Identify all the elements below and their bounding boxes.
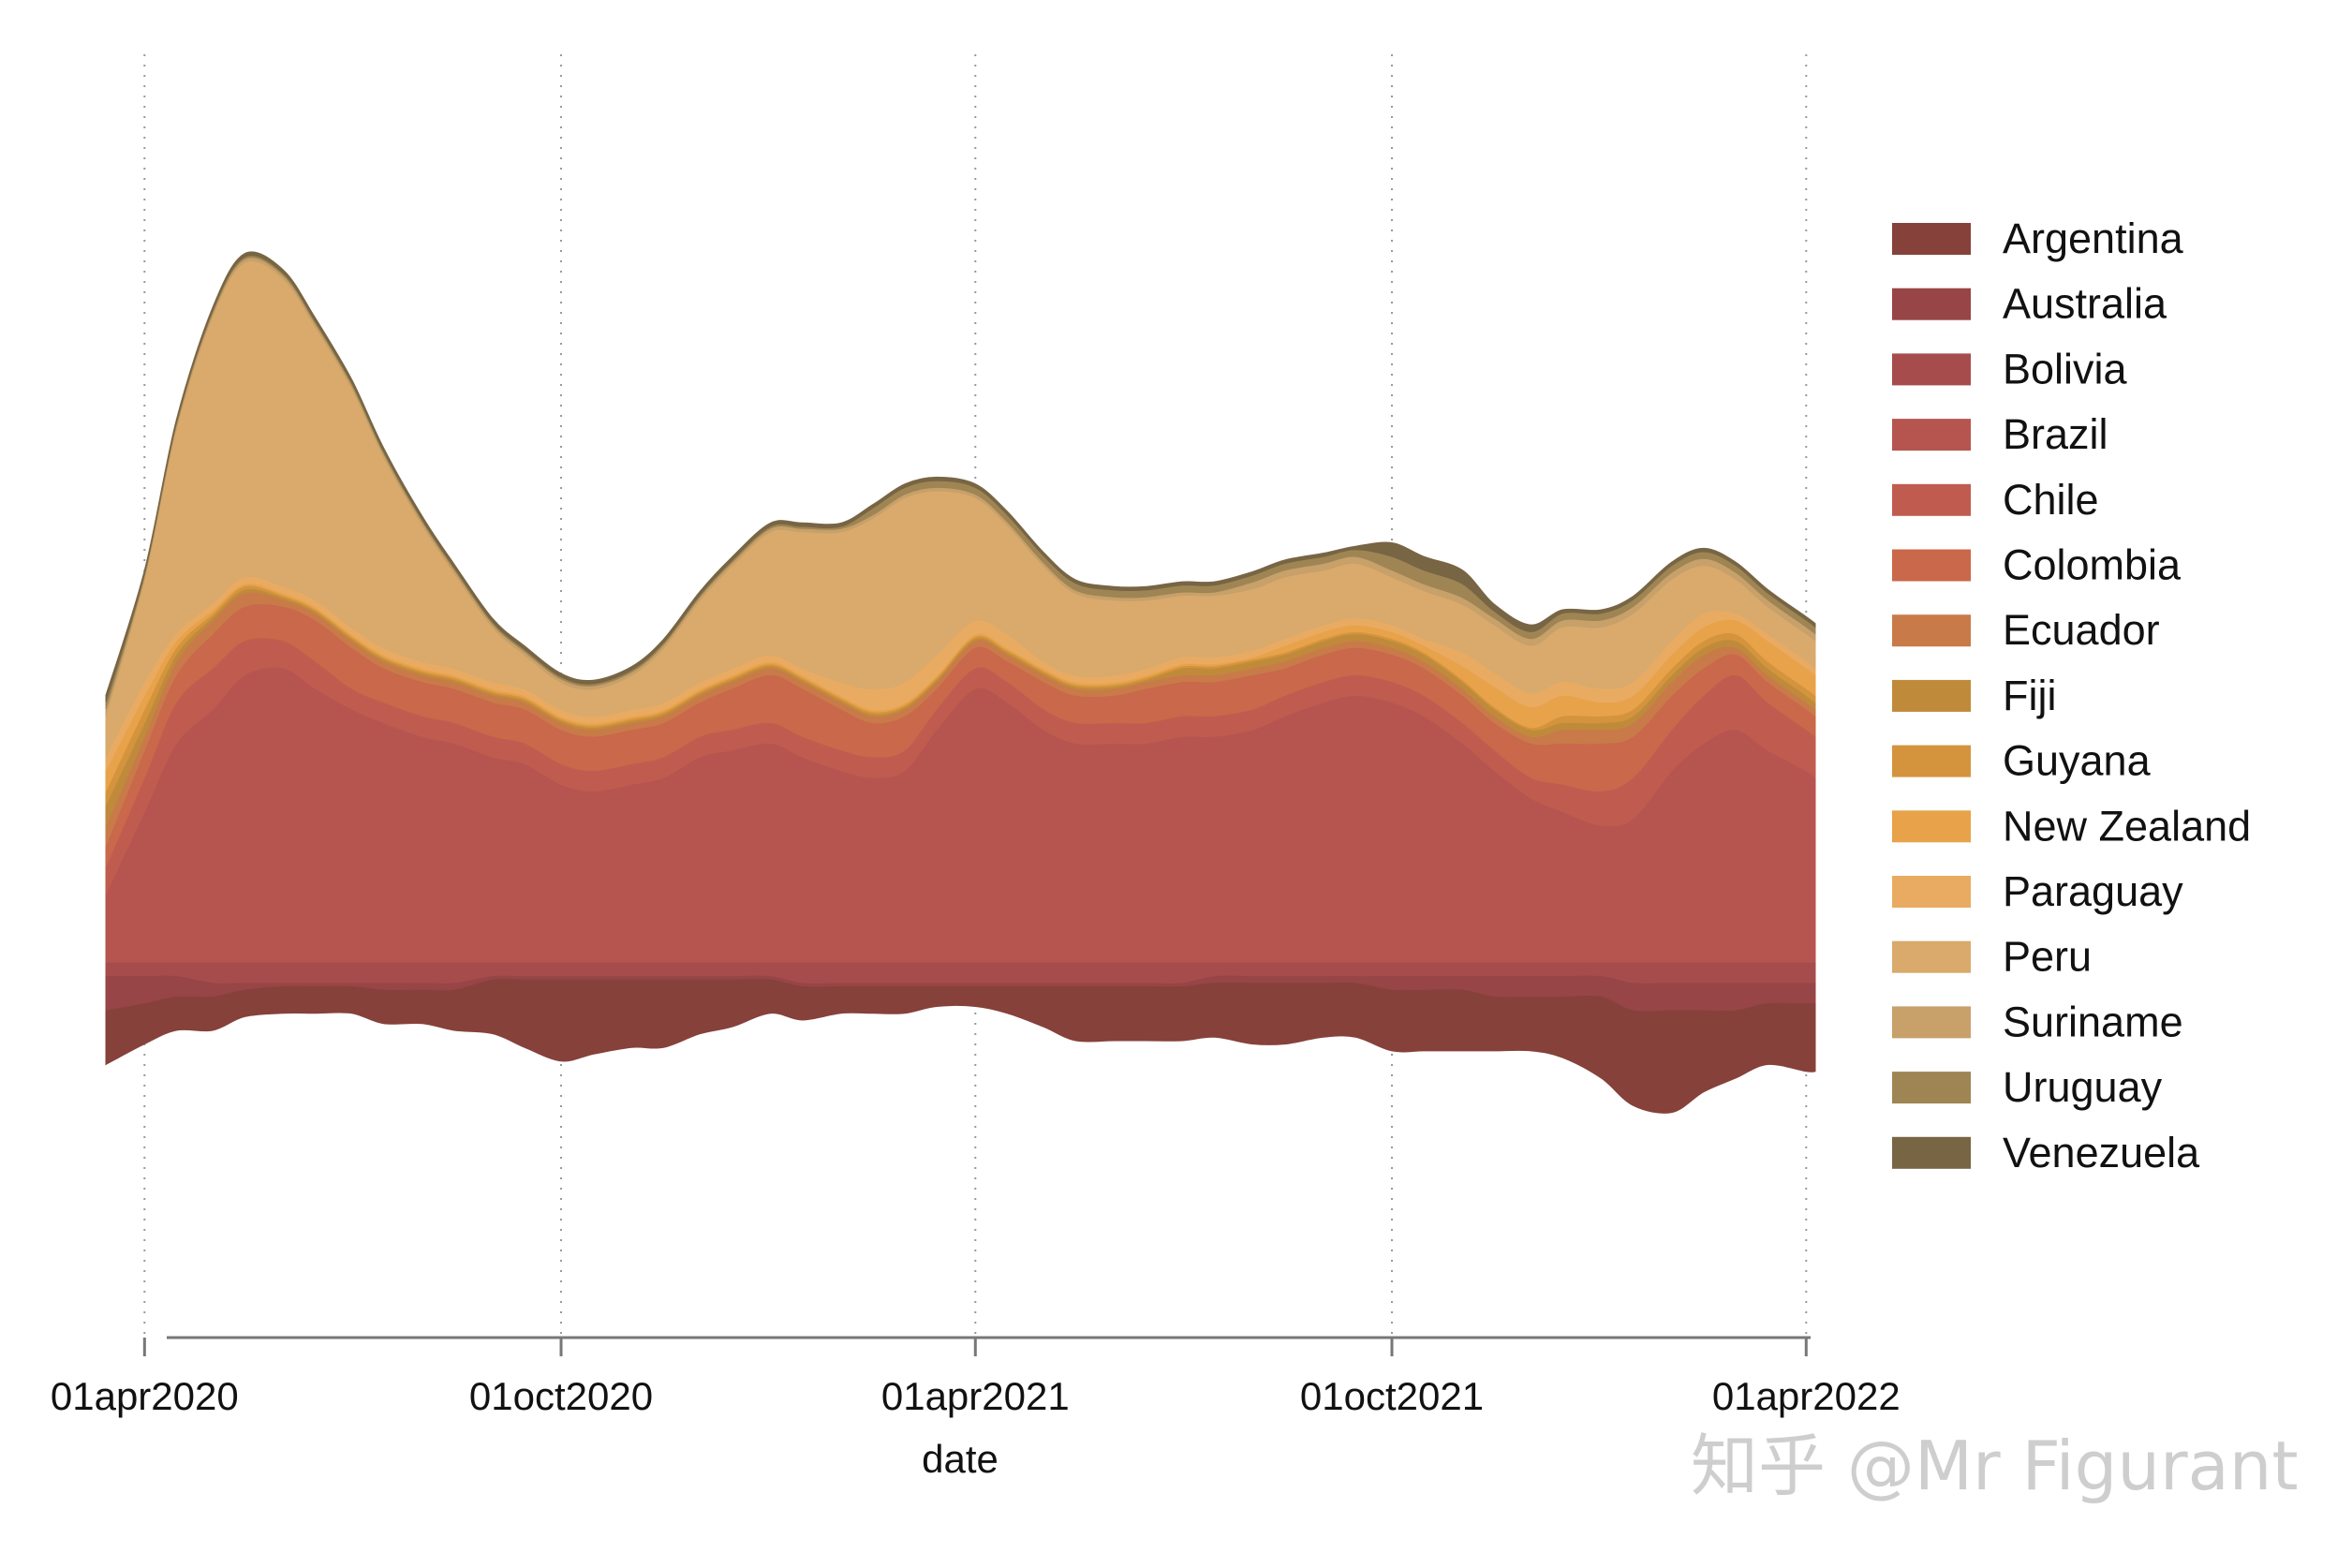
legend: Argentina Australia Bolivia Brazil Chile Colo… — [1892, 214, 2251, 1176]
legend-label: Brazil — [2003, 410, 2108, 458]
watermark: 知乎 @Mr Figurant — [1691, 1427, 2299, 1505]
legend-label: Peru — [2003, 933, 2092, 981]
legend-swatch — [1892, 940, 1971, 973]
legend-label: Bolivia — [2003, 345, 2128, 392]
stream-layers — [105, 251, 1816, 1114]
legend-swatch — [1892, 549, 1971, 582]
legend-swatch — [1892, 1136, 1971, 1169]
legend-swatch — [1892, 353, 1971, 386]
legend-label: Fiji — [2003, 672, 2056, 719]
legend-label: Guyana — [2003, 737, 2152, 785]
legend-label: Venezuela — [2003, 1129, 2200, 1176]
x-tick-label: 01oct2021 — [1300, 1374, 1484, 1418]
x-axis-ticks: 01apr2020 01oct2020 01apr2021 01oct2021 01ap… — [51, 1338, 1901, 1418]
legend-label: Argentina — [2003, 214, 2184, 262]
legend-swatch — [1892, 483, 1971, 516]
stream-venezuela — [105, 251, 1816, 703]
legend-label: Suriname — [2003, 998, 2183, 1045]
legend-label: Colombia — [2003, 541, 2182, 589]
x-tick-label: 01apr2021 — [881, 1374, 1070, 1418]
x-tick-label: 01apr2022 — [1712, 1374, 1901, 1418]
legend-swatch — [1892, 679, 1971, 712]
legend-label: Paraguay — [2003, 867, 2183, 915]
legend-label: New Zealand — [2003, 802, 2251, 850]
x-axis-title: date — [922, 1437, 998, 1481]
legend-swatch — [1892, 810, 1971, 843]
stream-argentina — [105, 977, 1816, 1114]
legend-swatch — [1892, 223, 1971, 255]
legend-label: Uruguay — [2003, 1063, 2163, 1111]
legend-label: Ecuador — [2003, 606, 2160, 654]
legend-swatch — [1892, 745, 1971, 777]
legend-swatch — [1892, 876, 1971, 908]
legend-swatch — [1892, 1072, 1971, 1104]
legend-swatch — [1892, 614, 1971, 647]
legend-label: Australia — [2003, 280, 2167, 328]
legend-swatch — [1892, 1006, 1971, 1039]
x-axis: 01apr2020 01oct2020 01apr2021 01oct2021 01ap… — [51, 1336, 1901, 1481]
legend-swatch — [1892, 419, 1971, 451]
legend-swatch — [1892, 288, 1971, 320]
legend-label: Chile — [2003, 476, 2099, 524]
x-tick-label: 01oct2020 — [469, 1374, 653, 1418]
x-tick-label: 01apr2020 — [51, 1374, 239, 1418]
